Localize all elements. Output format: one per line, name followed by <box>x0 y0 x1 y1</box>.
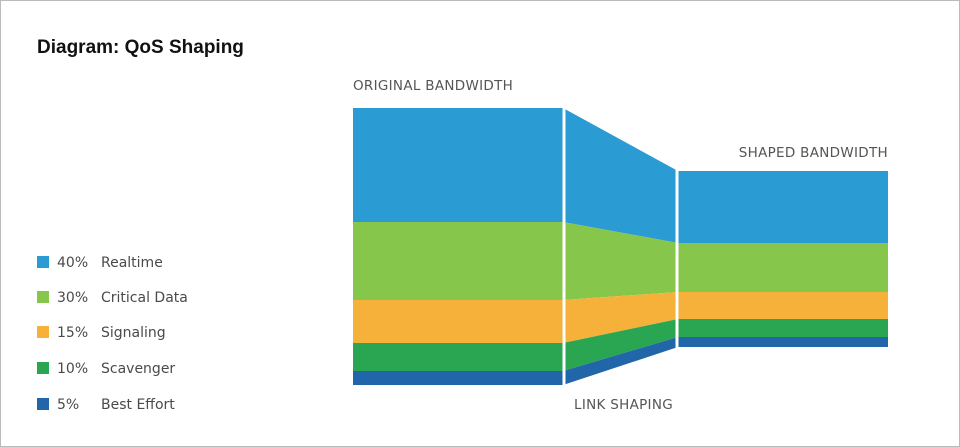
swatch <box>37 326 49 338</box>
band-signaling <box>353 292 888 343</box>
band-realtime <box>353 108 888 243</box>
legend-label: Best Effort <box>101 397 175 413</box>
swatch <box>37 256 49 268</box>
legend-percent: 5% <box>57 397 79 413</box>
band-scavenger <box>353 319 888 371</box>
band-best-effort <box>353 337 888 385</box>
title: Diagram: QoS Shaping <box>37 37 244 58</box>
legend-percent: 15% <box>57 325 88 341</box>
legend: 40% Realtime 30% Critical Data 15% Signa… <box>37 255 188 413</box>
legend-label: Realtime <box>101 255 163 271</box>
legend-percent: 40% <box>57 255 88 271</box>
original-label: ORIGINAL BANDWIDTH <box>353 78 513 94</box>
shaped-label: SHAPED BANDWIDTH <box>739 145 888 161</box>
legend-label: Signaling <box>101 325 166 341</box>
link-label: LINK SHAPING <box>574 397 673 413</box>
legend-percent: 10% <box>57 361 88 377</box>
band-critical <box>353 222 888 300</box>
bands <box>353 106 888 387</box>
swatch <box>37 362 49 374</box>
swatch <box>37 291 49 303</box>
legend-label: Critical Data <box>101 290 188 306</box>
swatch <box>37 398 49 410</box>
legend-percent: 30% <box>57 290 88 306</box>
legend-label: Scavenger <box>101 361 175 377</box>
